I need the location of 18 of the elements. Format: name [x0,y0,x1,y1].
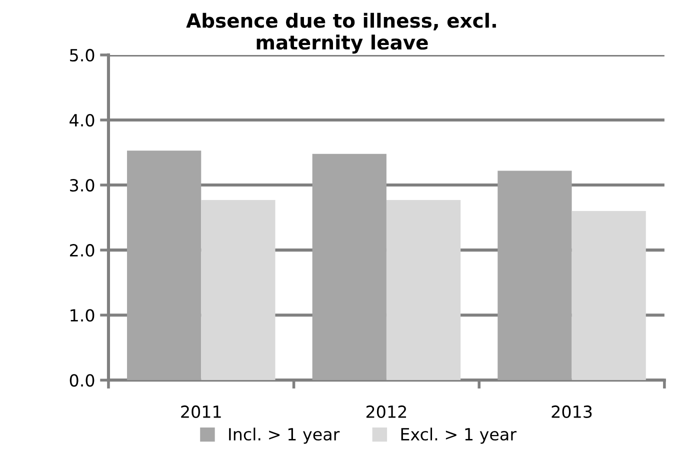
bar [572,211,646,380]
bar [127,150,202,380]
x-tick-label: 2011 [181,405,221,418]
y-tick-label: 4.0 [70,114,94,127]
y-tick-label: 2.0 [70,244,94,257]
y-tick-label: 1.0 [70,309,94,322]
chart-title: Absence due to illness, excl. maternity leave [186,12,496,54]
bar [201,200,276,380]
y-tick-label: 5.0 [70,48,94,62]
bar [312,154,386,380]
y-tick-label: 0.0 [70,374,94,387]
bar [386,200,461,380]
legend-label: Incl. > 1 year [229,428,340,444]
bar [498,170,572,380]
x-tick-label: 2012 [366,405,406,418]
legend-label: Excl. > 1 year [401,428,517,444]
x-tick-label: 2013 [552,405,592,418]
y-tick-label: 3.0 [70,178,94,192]
